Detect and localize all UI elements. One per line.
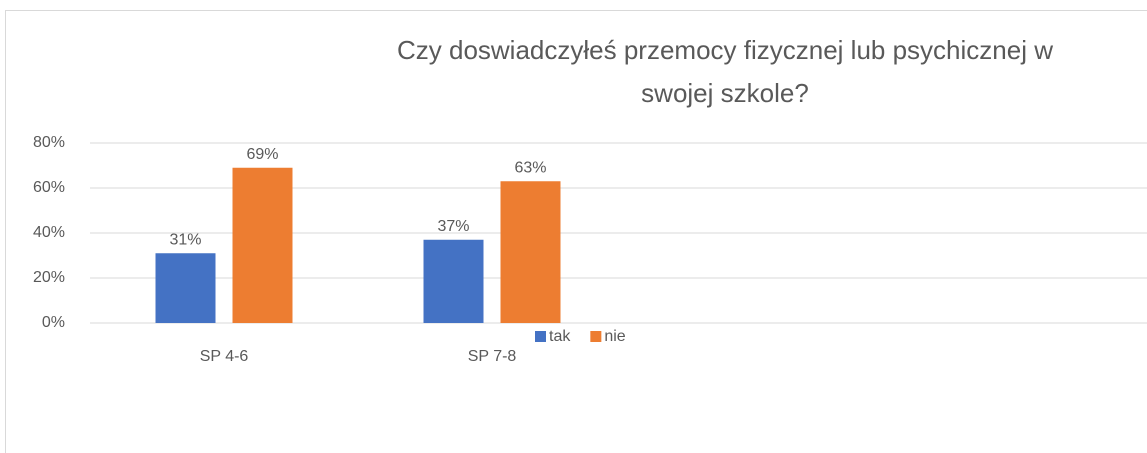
- bar: [500, 181, 561, 323]
- y-tick-label: 80%: [33, 134, 65, 151]
- legend-swatch: [535, 331, 546, 342]
- x-tick-label: SP 7-8: [468, 348, 517, 365]
- data-label: 31%: [169, 231, 201, 248]
- y-tick-label: 20%: [33, 269, 65, 286]
- chart-title: Czy doswiadczyłeś przemocy fizycznej lub…: [397, 35, 1053, 65]
- data-label: 69%: [246, 146, 278, 163]
- bar: [155, 253, 216, 323]
- y-tick-label: 0%: [42, 314, 65, 331]
- legend-swatch: [590, 331, 602, 342]
- data-label: 37%: [437, 218, 469, 235]
- x-tick-label: SP 4-6: [200, 348, 249, 365]
- legend-label: nie: [604, 328, 625, 345]
- legend-label: tak: [549, 328, 571, 345]
- chart-border: [5, 10, 1147, 453]
- y-tick-label: 60%: [33, 179, 65, 196]
- data-label: 63%: [514, 159, 546, 176]
- bar: [423, 239, 484, 323]
- y-tick-label: 40%: [33, 224, 65, 241]
- chart-title: swojej szkole?: [641, 78, 809, 108]
- bar: [232, 167, 293, 323]
